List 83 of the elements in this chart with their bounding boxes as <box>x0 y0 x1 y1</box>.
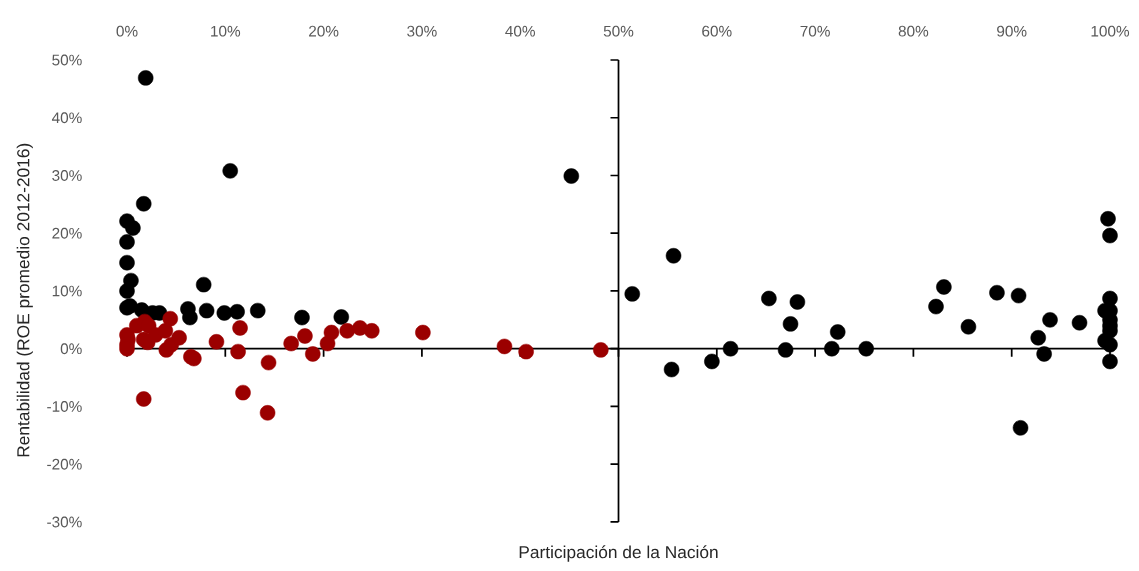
x-tick-label: 70% <box>800 25 830 37</box>
point <box>182 309 198 326</box>
y-tick-label: 50% <box>52 54 82 66</box>
point <box>171 330 187 346</box>
point <box>1100 211 1116 227</box>
point <box>1102 227 1118 244</box>
y-tick-label: 0% <box>60 343 82 355</box>
y-tick-label: 20% <box>52 227 82 239</box>
point <box>1030 330 1046 346</box>
point <box>198 302 215 319</box>
point <box>496 338 513 355</box>
point <box>162 310 178 327</box>
x-axis-title: Participación de la Nación <box>519 545 718 562</box>
point <box>294 309 310 326</box>
point <box>259 405 276 421</box>
point <box>782 316 799 332</box>
point <box>229 304 245 320</box>
point <box>1102 336 1118 353</box>
point <box>989 284 1005 301</box>
point <box>135 391 152 407</box>
point <box>761 290 777 307</box>
x-tick-label: 90% <box>997 25 1027 37</box>
point <box>722 341 739 357</box>
point <box>928 298 944 315</box>
x-tick-label: 50% <box>603 25 634 37</box>
x-tick-label: 40% <box>505 25 535 37</box>
point <box>1012 420 1029 436</box>
point <box>829 324 846 340</box>
point <box>1010 287 1027 304</box>
point <box>563 168 580 184</box>
point <box>824 341 840 357</box>
point <box>777 342 794 358</box>
point <box>323 324 340 341</box>
y-tick-label: -20% <box>47 458 82 470</box>
point <box>305 346 321 362</box>
x-tick-label: 10% <box>211 25 241 37</box>
point <box>624 286 640 302</box>
point <box>235 384 251 401</box>
point <box>230 343 246 360</box>
point <box>1102 353 1118 370</box>
point <box>415 324 431 341</box>
point <box>333 309 350 325</box>
point <box>208 334 225 350</box>
point <box>222 163 238 179</box>
point <box>195 276 212 293</box>
point <box>297 328 313 344</box>
point <box>125 220 141 236</box>
point <box>789 294 806 310</box>
y-tick-label: 40% <box>51 112 82 124</box>
x-tick-label: 20% <box>309 25 339 37</box>
point <box>704 353 720 370</box>
point <box>593 342 609 358</box>
point <box>663 361 680 378</box>
point <box>352 320 368 336</box>
x-tick-label: 0% <box>116 25 138 37</box>
y-axis-title: Rentabilidad (ROE promedio 2012-2016) <box>16 143 33 457</box>
point <box>665 248 682 264</box>
y-tick-label: 30% <box>52 170 82 181</box>
x-tick-label: 80% <box>898 25 929 37</box>
point <box>1042 312 1058 328</box>
point <box>518 343 534 360</box>
point <box>119 283 135 299</box>
point <box>119 254 135 271</box>
point <box>137 70 154 86</box>
point <box>232 320 248 336</box>
point <box>1036 346 1052 362</box>
point <box>960 319 977 335</box>
y-tick-label: 10% <box>52 285 82 297</box>
y-tick-label: -30% <box>47 516 82 528</box>
point <box>1071 315 1088 331</box>
point <box>157 323 174 339</box>
point <box>135 196 152 212</box>
point <box>858 341 874 357</box>
x-tick-label: 30% <box>407 25 437 37</box>
point <box>119 234 135 250</box>
y-tick-label: -10% <box>47 401 82 412</box>
x-tick-label: 100% <box>1091 25 1130 37</box>
point <box>364 323 380 339</box>
point <box>250 302 266 319</box>
point <box>283 335 299 352</box>
x-tick-label: 60% <box>702 25 732 37</box>
point <box>260 354 277 371</box>
point <box>936 279 952 295</box>
